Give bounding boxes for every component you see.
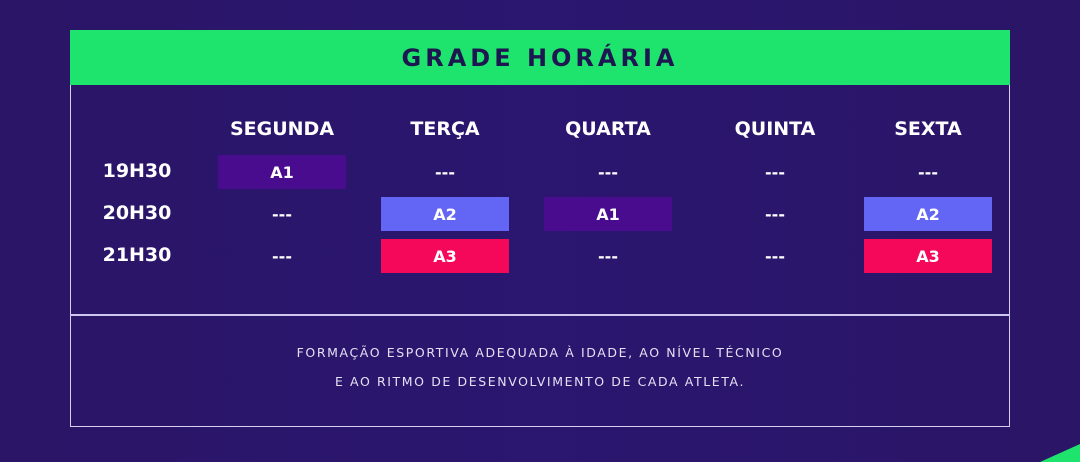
day-header-2: QUARTA <box>565 118 651 140</box>
time-label-2: 21H30 <box>102 244 172 266</box>
schedule-cell: A2 <box>381 197 509 231</box>
schedule-cell: A2 <box>864 197 992 231</box>
schedule-cell: A3 <box>381 239 509 273</box>
day-header-1: TERÇA <box>410 118 480 140</box>
schedule-box <box>70 85 1010 427</box>
schedule-cell: --- <box>918 162 938 182</box>
divider <box>70 314 1010 316</box>
footer-line-1: FORMAÇÃO ESPORTIVA ADEQUADA À IDADE, AO … <box>296 345 784 360</box>
day-header-4: SEXTA <box>894 118 962 140</box>
time-label-0: 19H30 <box>102 160 172 182</box>
schedule-cell: --- <box>765 162 785 182</box>
footer-line-2: E AO RITMO DE DESENVOLVIMENTO DE CADA AT… <box>334 374 746 389</box>
page-title: GRADE HORÁRIA <box>401 43 679 72</box>
schedule-cell: --- <box>435 162 455 182</box>
schedule-cell: A1 <box>544 197 672 231</box>
schedule-cell: A1 <box>218 155 346 189</box>
schedule-cell: --- <box>765 246 785 266</box>
title-banner: GRADE HORÁRIA <box>70 30 1010 85</box>
day-header-3: QUINTA <box>734 118 816 140</box>
schedule-cell: --- <box>765 204 785 224</box>
day-header-0: SEGUNDA <box>229 118 335 140</box>
time-label-1: 20H30 <box>102 202 172 224</box>
schedule-cell: A3 <box>864 239 992 273</box>
schedule-cell: --- <box>598 246 618 266</box>
schedule-cell: --- <box>598 162 618 182</box>
schedule-cell: --- <box>272 246 292 266</box>
schedule-cell: --- <box>272 204 292 224</box>
corner-decoration <box>1040 444 1080 462</box>
